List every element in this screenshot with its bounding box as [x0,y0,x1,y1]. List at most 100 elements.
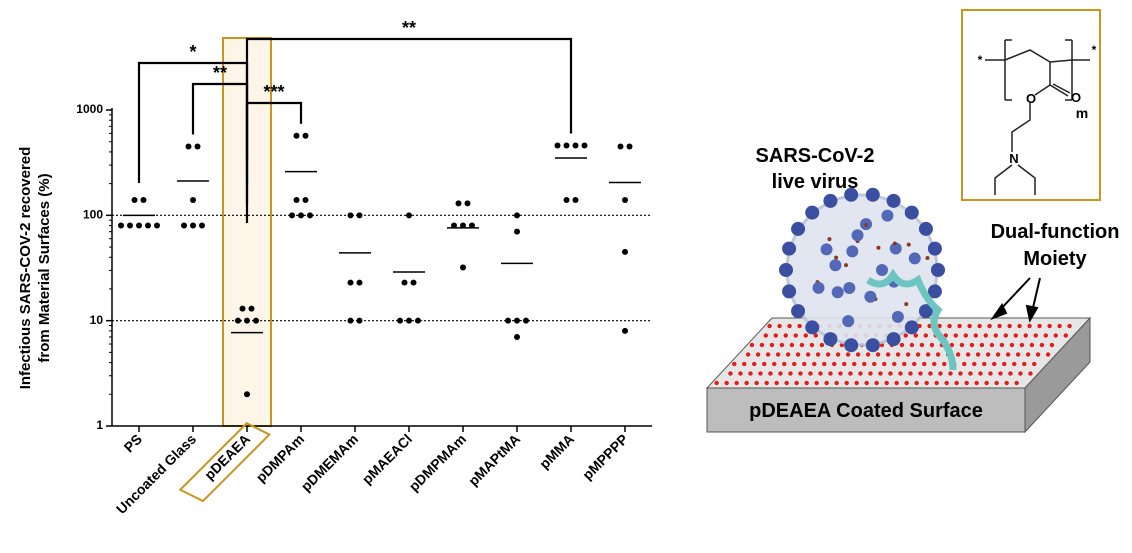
structure-bonds [985,39,1090,195]
moiety [983,380,990,386]
spike [918,304,933,319]
moiety [741,361,748,367]
spike [820,243,833,256]
moiety [907,370,914,377]
spike [805,320,820,335]
moiety [981,361,988,367]
structure-end: * [978,53,983,67]
moiety [1027,370,1034,377]
moiety [1017,370,1024,377]
moiety [825,351,832,358]
moiety [913,380,920,386]
moiety [762,332,769,339]
data-point [572,142,579,149]
moiety [903,380,910,386]
moiety [786,323,793,329]
moiety [845,351,852,358]
moiety [802,332,809,339]
moiety [757,370,764,377]
moiety [1039,342,1045,348]
moiety-label: Dual-function [991,221,1120,243]
moiety [881,361,888,367]
moiety [807,370,814,377]
data-point [185,143,192,150]
protein [925,256,930,261]
data-point [460,264,466,271]
moiety [751,361,758,367]
moiety [713,380,720,386]
data-point [244,317,250,324]
moiety [809,342,815,348]
moiety [791,361,798,367]
spike [812,281,825,294]
moiety [982,332,989,339]
data-point [523,317,529,324]
moiety [763,380,770,386]
spike [918,221,933,236]
moiety [1003,380,1010,386]
moiety [831,361,838,367]
moiety [963,380,970,386]
data-point [572,196,579,203]
moiety [843,380,850,386]
protein [844,263,849,268]
moiety [877,370,884,377]
structure-box [961,9,1101,201]
data-point [199,222,205,229]
x-tick-label: pMAPtMA [465,431,523,489]
moiety [1031,361,1038,367]
spike [843,281,856,294]
moiety [1026,323,1033,329]
moiety [1029,342,1035,348]
spike [864,290,877,303]
spike [823,332,838,347]
moiety [833,380,840,386]
y-axis-label: from Material Surfaces (%) [36,173,53,362]
data-point [415,317,421,324]
moiety [755,351,762,358]
data-point [563,142,570,149]
moiety [871,361,878,367]
moiety [777,370,784,377]
moiety [1001,361,1008,367]
moiety [785,351,792,358]
moiety [767,370,774,377]
spike [886,193,901,208]
moiety [827,370,834,377]
moiety [986,323,993,329]
moiety [853,380,860,386]
moiety [792,332,799,339]
data-point [464,200,471,207]
spike [886,332,901,347]
moiety [1056,323,1063,329]
data-point [410,279,417,286]
moiety [992,332,999,339]
data-point [460,222,466,229]
data-point [154,222,160,229]
moiety [885,351,892,358]
moiety [817,370,824,377]
data-point [293,196,300,203]
moiety [1019,342,1025,348]
moiety [773,380,780,386]
moiety [972,332,979,339]
moiety [961,361,968,367]
moiety [861,361,868,367]
moiety [933,380,940,386]
moiety [766,323,773,329]
moiety [952,332,959,339]
moiety [835,351,842,358]
moiety [973,380,980,386]
data-point [397,317,403,324]
data-point [469,222,475,229]
moiety [1012,332,1019,339]
moiety [1002,332,1009,339]
moiety [1015,351,1022,358]
repeat-label: m [1076,105,1088,121]
data-point [554,142,561,149]
moiety [841,361,848,367]
moiety [795,351,802,358]
moiety [733,380,740,386]
moiety-label: Moiety [1023,248,1087,270]
